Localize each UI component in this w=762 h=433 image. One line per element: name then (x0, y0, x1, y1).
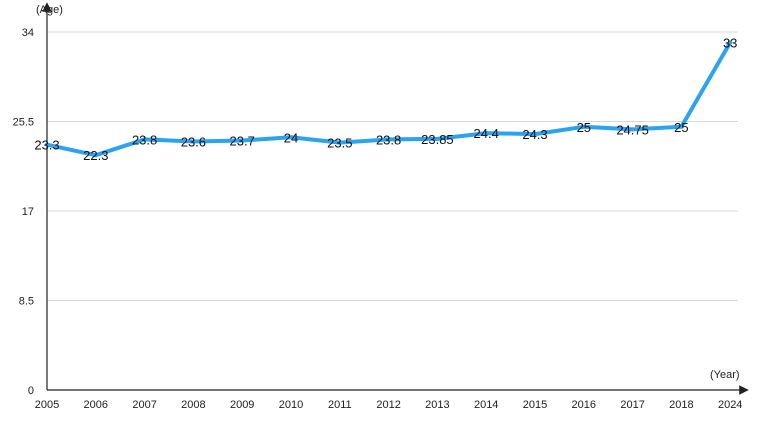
data-label: 22.3 (83, 148, 108, 163)
data-label: 24 (284, 130, 298, 145)
y-tick-labels: 0 8.5 17 25.5 34 (13, 27, 34, 397)
data-point (337, 140, 342, 145)
data-label: 23.8 (376, 132, 401, 147)
data-point (142, 137, 147, 142)
data-label: 23.8 (132, 132, 157, 147)
x-tick-label: 2010 (279, 399, 303, 411)
data-point (679, 124, 684, 129)
data-point (191, 139, 196, 144)
y-axis-title: (Age) (36, 4, 63, 16)
y-tick-label: 17 (22, 206, 34, 218)
data-label: 23.6 (181, 135, 206, 150)
gridlines (47, 31, 738, 301)
x-tick-label: 2015 (523, 399, 547, 411)
x-tick-label: 2009 (230, 399, 254, 411)
data-labels: 23.3 22.3 23.8 23.6 23.7 24 23.5 23.8 23.85 24.4 2… (34, 36, 737, 164)
data-label: 23.85 (421, 132, 454, 147)
data-point (728, 40, 733, 45)
data-label: 23.7 (230, 133, 255, 148)
data-point (386, 137, 391, 142)
y-tick-label: 25.5 (13, 117, 34, 129)
x-tick-label: 2011 (328, 399, 352, 411)
data-label: 24.3 (522, 127, 547, 142)
data-label: 25 (577, 120, 591, 135)
x-tick-labels: 2005 2006 2007 2008 2009 2010 2011 2012 2013 2014… (35, 399, 743, 411)
data-label: 33 (723, 36, 737, 51)
x-tick-label: 2018 (669, 399, 693, 411)
y-tick-label: 34 (22, 27, 34, 39)
data-point (630, 127, 635, 132)
data-label: 23.3 (34, 138, 59, 153)
x-tick-label: 2007 (132, 399, 156, 411)
data-label: 24.4 (474, 126, 499, 141)
data-point (435, 136, 440, 141)
x-axis-title: (Year) (710, 369, 740, 381)
x-tick-label: 2017 (620, 399, 644, 411)
data-point (45, 142, 49, 147)
data-point (484, 131, 489, 136)
y-tick-label: 0 (28, 385, 34, 397)
data-label: 24.75 (616, 122, 649, 137)
data-label: 25 (674, 120, 688, 135)
y-tick-label: 8.5 (19, 296, 34, 308)
x-tick-label: 2024 (718, 399, 742, 411)
data-point (93, 153, 98, 158)
data-points (45, 40, 733, 158)
x-tick-label: 2014 (474, 399, 498, 411)
x-tick-label: 2006 (84, 399, 108, 411)
data-point (289, 135, 293, 140)
x-tick-label: 2008 (181, 399, 205, 411)
x-tick-label: 2012 (376, 399, 400, 411)
data-point (581, 124, 586, 129)
data-point (240, 138, 245, 143)
x-tick-label: 2016 (572, 399, 596, 411)
x-tick-label: 2005 (35, 399, 59, 411)
data-label: 23.5 (327, 136, 352, 151)
data-point (533, 132, 537, 137)
x-tick-label: 2013 (425, 399, 449, 411)
